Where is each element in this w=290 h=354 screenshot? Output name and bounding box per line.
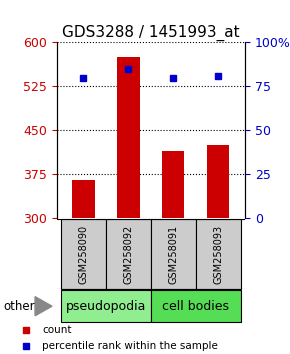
Bar [117, 57, 139, 218]
Polygon shape [35, 297, 52, 316]
Title: GDS3288 / 1451993_at: GDS3288 / 1451993_at [62, 25, 240, 41]
Bar [151, 290, 241, 322]
Text: other: other [3, 300, 35, 313]
Bar [106, 219, 151, 289]
Text: percentile rank within the sample: percentile rank within the sample [42, 341, 218, 351]
Bar [61, 290, 151, 322]
Bar [207, 145, 229, 218]
Bar [196, 219, 241, 289]
Bar [151, 219, 196, 289]
Text: cell bodies: cell bodies [162, 300, 229, 313]
Text: GSM258090: GSM258090 [79, 224, 88, 284]
Bar [72, 180, 95, 218]
Text: GSM258093: GSM258093 [213, 224, 223, 284]
Text: count: count [42, 325, 72, 335]
Text: pseudopodia: pseudopodia [66, 300, 146, 313]
Text: GSM258092: GSM258092 [123, 224, 133, 284]
Bar [162, 150, 184, 218]
Text: GSM258091: GSM258091 [168, 224, 178, 284]
Bar [61, 219, 106, 289]
